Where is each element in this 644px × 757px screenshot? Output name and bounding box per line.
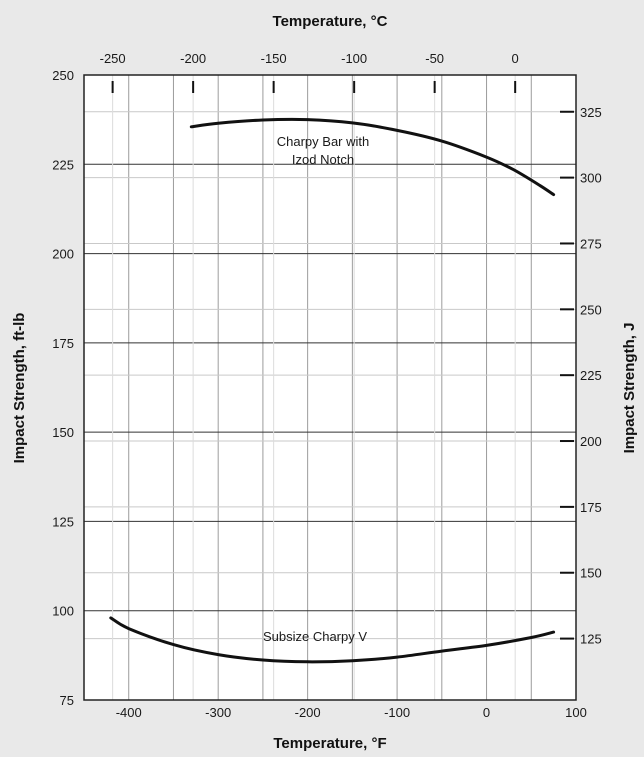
x2-tick-label: 0: [512, 51, 519, 66]
series-label-subsize-charpy-v: Subsize Charpy V: [263, 629, 367, 644]
series-label-charpy-izod: Charpy Bar with: [277, 134, 369, 149]
plot-area: [84, 75, 576, 700]
x2-tick-label: -250: [100, 51, 126, 66]
y-tick-label: 125: [52, 514, 74, 529]
y2-tick-label: 150: [580, 566, 602, 581]
x2-tick-label: -150: [261, 51, 287, 66]
series-label-charpy-izod-2: Izod Notch: [292, 152, 354, 167]
x-tick-label: -200: [295, 705, 321, 720]
y-tick-label: 250: [52, 68, 74, 83]
y2-tick-label: 325: [580, 105, 602, 120]
x-tick-label: 100: [565, 705, 587, 720]
y-tick-label: 75: [60, 693, 74, 708]
x-tick-label: -400: [116, 705, 142, 720]
y2-tick-label: 125: [580, 632, 602, 647]
y-tick-label: 225: [52, 157, 74, 172]
x-tick-label: -300: [205, 705, 231, 720]
x2-tick-label: -200: [180, 51, 206, 66]
y2-tick-label: 175: [580, 500, 602, 515]
x-tick-label: -100: [384, 705, 410, 720]
x2-axis-title: Temperature, °C: [273, 13, 388, 30]
y-tick-label: 200: [52, 247, 74, 262]
y2-tick-label: 225: [580, 368, 602, 383]
y-tick-label: 175: [52, 336, 74, 351]
y2-tick-label: 250: [580, 302, 602, 317]
y2-tick-label: 200: [580, 434, 602, 449]
y-tick-label: 100: [52, 604, 74, 619]
y2-tick-label: 300: [580, 171, 602, 186]
x-tick-label: 0: [483, 705, 490, 720]
x2-tick-label: -50: [425, 51, 444, 66]
y2-tick-label: 275: [580, 236, 602, 251]
x2-tick-label: -100: [341, 51, 367, 66]
y-axis-title: Impact Strength, ft-lb: [11, 313, 28, 464]
x-axis-title: Temperature, °F: [273, 735, 386, 752]
y2-axis-title: Impact Strength, J: [621, 323, 638, 454]
y-tick-label: 150: [52, 425, 74, 440]
